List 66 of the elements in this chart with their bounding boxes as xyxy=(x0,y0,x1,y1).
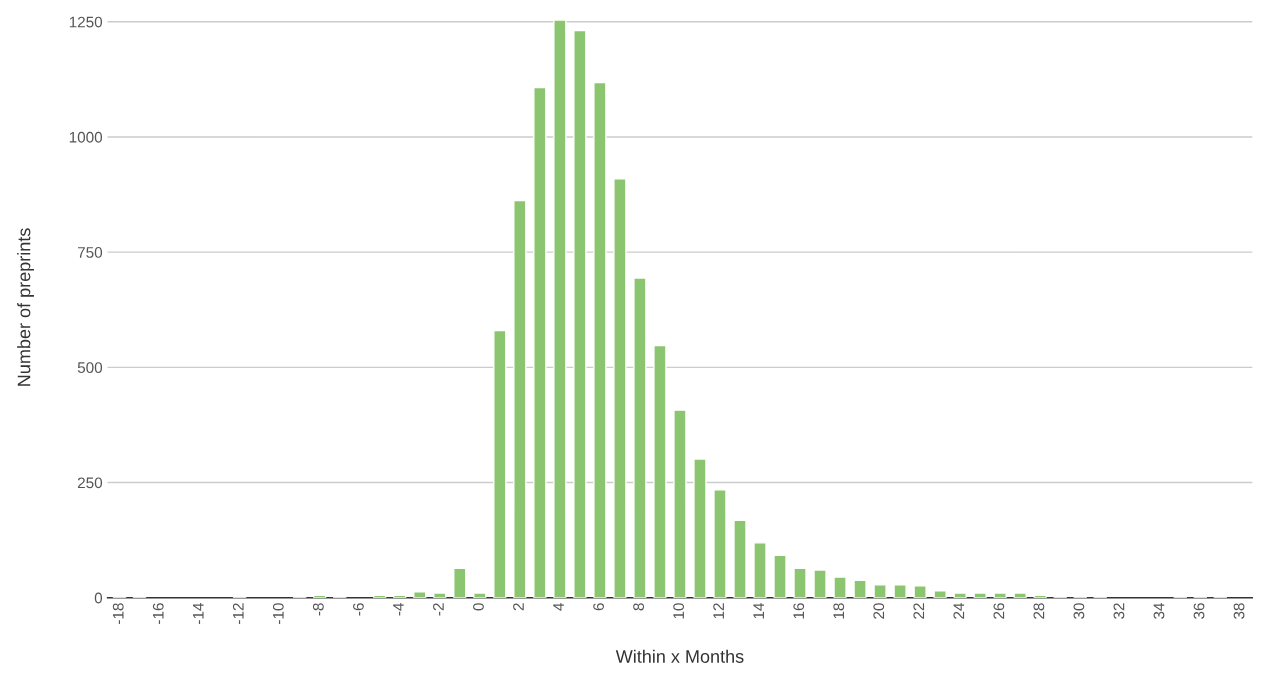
x-axis-title: Within x Months xyxy=(615,649,744,663)
x-tick-label: 4 xyxy=(553,603,564,611)
bar xyxy=(793,567,807,598)
bar xyxy=(613,178,627,598)
bar xyxy=(813,569,827,598)
bar xyxy=(493,329,507,598)
bar xyxy=(1013,592,1027,598)
y-tick-label: 1000 xyxy=(69,131,103,143)
bar xyxy=(553,19,567,598)
x-tick-label: 26 xyxy=(993,603,1005,619)
bar xyxy=(753,542,767,598)
bar xyxy=(933,590,947,598)
bar xyxy=(693,458,707,598)
bar xyxy=(433,592,447,598)
bar xyxy=(893,584,907,598)
bar xyxy=(673,409,687,598)
bar xyxy=(853,579,867,598)
bar xyxy=(873,584,887,598)
bar xyxy=(593,81,607,598)
x-tick-label: 14 xyxy=(753,603,764,619)
y-tick-label: 500 xyxy=(77,362,103,374)
bar xyxy=(913,585,927,598)
x-tick-label: 8 xyxy=(633,603,645,611)
x-tick-label: 34 xyxy=(1153,603,1165,619)
x-tick-label: -12 xyxy=(232,603,244,624)
bar xyxy=(773,554,787,598)
bar xyxy=(533,86,547,598)
bar xyxy=(473,592,487,598)
bar xyxy=(973,592,987,598)
x-tick-label: 32 xyxy=(1113,603,1125,619)
x-tick-label: -14 xyxy=(193,603,204,624)
bar xyxy=(653,344,667,598)
x-tick-label: 22 xyxy=(913,603,925,619)
bar xyxy=(633,277,647,598)
y-axis-title: Number of preprints xyxy=(17,228,34,386)
x-tick-label: -10 xyxy=(272,603,284,624)
y-tick-label: 250 xyxy=(77,477,103,489)
y-tick-label: 1250 xyxy=(69,16,103,28)
bar xyxy=(833,576,847,598)
x-tick-label: 0 xyxy=(473,603,484,611)
x-tick-label: 10 xyxy=(673,603,685,619)
bar xyxy=(513,199,527,598)
bar xyxy=(953,592,967,598)
x-tick-label: 30 xyxy=(1073,603,1085,619)
x-tick-label: -16 xyxy=(152,603,164,624)
x-tick-label: 36 xyxy=(1193,603,1205,619)
x-tick-label: -2 xyxy=(433,603,444,616)
x-tick-label: -18 xyxy=(112,603,124,624)
x-tick-label: 2 xyxy=(513,603,524,611)
x-tick-label: 18 xyxy=(833,603,845,619)
bar xyxy=(453,567,467,598)
bar xyxy=(993,592,1007,598)
x-tick-label: 6 xyxy=(593,603,604,611)
bar xyxy=(573,29,587,598)
x-tick-label: 20 xyxy=(873,603,885,619)
bar xyxy=(713,489,727,598)
x-tick-label: 28 xyxy=(1033,603,1045,619)
x-tick-label: -6 xyxy=(352,603,364,616)
x-tick-label: 16 xyxy=(793,603,805,619)
bar xyxy=(733,519,747,598)
x-tick-label: 38 xyxy=(1233,603,1245,619)
x-tick-label: -8 xyxy=(312,603,324,616)
x-tick-label: 12 xyxy=(713,603,724,619)
x-tick-label: -4 xyxy=(393,603,404,616)
x-tick-label: 24 xyxy=(953,603,965,619)
y-tick-label: 750 xyxy=(77,247,103,258)
